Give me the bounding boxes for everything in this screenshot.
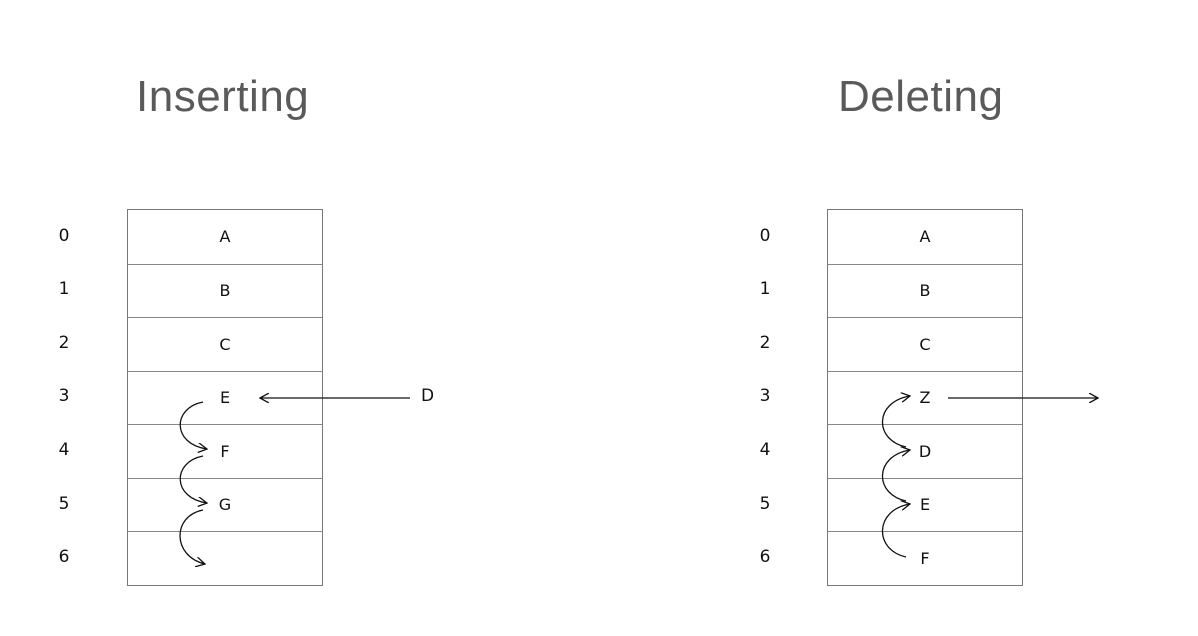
row-index: 1 — [58, 279, 70, 299]
row-index: 3 — [759, 386, 771, 406]
deleting-array: A B C Z D E F — [827, 209, 1023, 586]
inserting-array: A B C E F G — [127, 209, 323, 586]
row-index: 2 — [759, 333, 771, 353]
array-cell: E — [828, 477, 1022, 532]
row-index: 6 — [759, 547, 771, 567]
row-index: 4 — [58, 440, 70, 460]
row-index: 5 — [759, 494, 771, 514]
array-cell: F — [128, 424, 322, 478]
array-cell: G — [128, 477, 322, 532]
row-index: 0 — [58, 226, 70, 246]
array-cell: E — [128, 370, 322, 425]
array-cell: D — [828, 424, 1022, 478]
row-index: 5 — [58, 494, 70, 514]
array-cell: C — [828, 317, 1022, 371]
array-cell: F — [828, 531, 1022, 585]
row-index: 6 — [58, 547, 70, 567]
row-index: 1 — [759, 279, 771, 299]
array-cell: B — [128, 263, 322, 318]
row-index: 4 — [759, 440, 771, 460]
row-index: 0 — [759, 226, 771, 246]
incoming-element-label: D — [421, 386, 435, 406]
inserting-title: Inserting — [136, 72, 310, 121]
array-cell: C — [128, 317, 322, 371]
array-cell: Z — [828, 370, 1022, 425]
array-cell: A — [919, 227, 931, 247]
row-index: 2 — [58, 333, 70, 353]
array-cell: A — [219, 227, 231, 247]
deleting-title: Deleting — [838, 72, 1004, 121]
array-cell: B — [828, 263, 1022, 318]
row-index: 3 — [58, 386, 70, 406]
array-cell — [128, 531, 322, 585]
